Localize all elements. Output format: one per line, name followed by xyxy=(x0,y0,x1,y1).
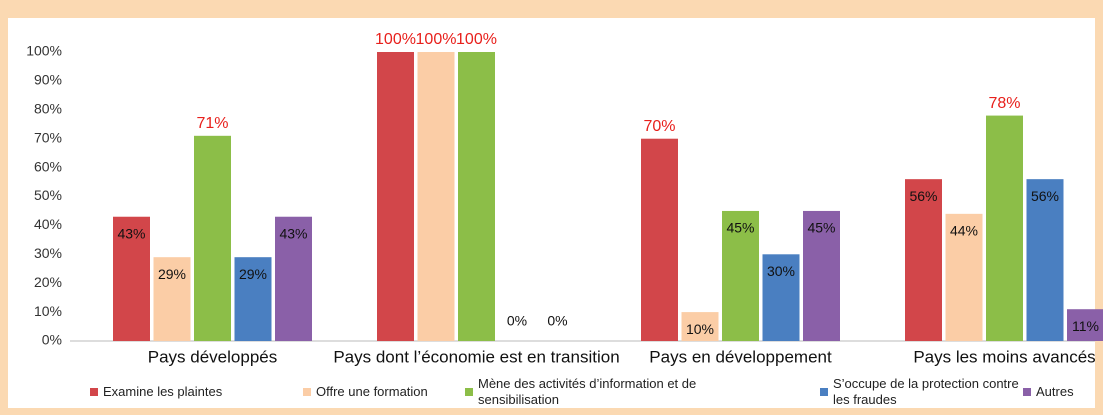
data-label: 78% xyxy=(988,95,1020,112)
data-label: 100% xyxy=(456,31,497,48)
bar xyxy=(153,257,191,341)
y-tick-label: 100% xyxy=(26,43,62,59)
data-label: 10% xyxy=(686,321,714,337)
data-label: 70% xyxy=(643,118,675,135)
y-tick-label: 80% xyxy=(34,101,62,117)
bar xyxy=(762,254,800,341)
bar xyxy=(945,213,983,341)
data-label: 71% xyxy=(196,115,228,132)
y-tick-label: 0% xyxy=(42,332,62,348)
x-tick-label: Pays dont l’économie est en transition xyxy=(333,347,619,366)
data-label: 29% xyxy=(239,266,267,282)
legend-swatch xyxy=(465,388,473,396)
data-label: 44% xyxy=(950,223,978,239)
legend-label: Autres xyxy=(1036,384,1074,399)
data-label: 0% xyxy=(547,313,567,329)
y-tick-label: 30% xyxy=(34,245,62,261)
x-tick-label: Pays en développement xyxy=(649,347,832,366)
y-tick-label: 90% xyxy=(34,72,62,88)
data-label: 43% xyxy=(117,225,145,241)
bar xyxy=(194,135,231,341)
data-label: 11% xyxy=(1072,318,1099,334)
bar xyxy=(803,210,840,341)
bar xyxy=(113,216,150,341)
legend-label: Examine les plaintes xyxy=(103,384,223,399)
bar xyxy=(905,179,942,341)
bar xyxy=(1067,309,1103,341)
legend-label: Offre une formation xyxy=(316,384,428,399)
y-tick-label: 20% xyxy=(34,274,62,290)
x-tick-label: Pays les moins avancés xyxy=(913,347,1095,366)
y-tick-label: 40% xyxy=(34,216,62,232)
legend-swatch xyxy=(820,388,828,396)
data-label: 30% xyxy=(767,263,795,279)
y-tick-label: 70% xyxy=(34,129,62,145)
bar xyxy=(458,52,495,341)
data-label: 45% xyxy=(807,220,835,236)
bar xyxy=(377,52,414,341)
bar xyxy=(641,138,678,341)
bar xyxy=(275,216,312,341)
y-tick-label: 50% xyxy=(34,187,62,203)
bar xyxy=(417,52,455,341)
data-label: 43% xyxy=(279,225,307,241)
legend-swatch xyxy=(1023,388,1031,396)
bar xyxy=(722,210,759,341)
data-label: 56% xyxy=(1031,188,1059,204)
data-label: 45% xyxy=(726,220,754,236)
data-label: 0% xyxy=(507,313,527,329)
bar xyxy=(234,257,272,341)
data-label: 100% xyxy=(416,31,457,48)
data-label: 100% xyxy=(375,31,416,48)
legend-swatch xyxy=(90,388,98,396)
x-tick-label: Pays développés xyxy=(148,347,277,366)
legend-swatch xyxy=(303,388,311,396)
legend-label: S’occupe de la protection contre les fra… xyxy=(833,376,1019,407)
bar xyxy=(1026,179,1064,341)
bar xyxy=(681,312,719,341)
data-label: 29% xyxy=(158,266,186,282)
y-tick-label: 60% xyxy=(34,158,62,174)
y-tick-label: 10% xyxy=(34,303,62,319)
legend-label: Mène des activités d’information et de s… xyxy=(478,376,697,407)
data-label: 56% xyxy=(909,188,937,204)
bar xyxy=(986,115,1023,341)
